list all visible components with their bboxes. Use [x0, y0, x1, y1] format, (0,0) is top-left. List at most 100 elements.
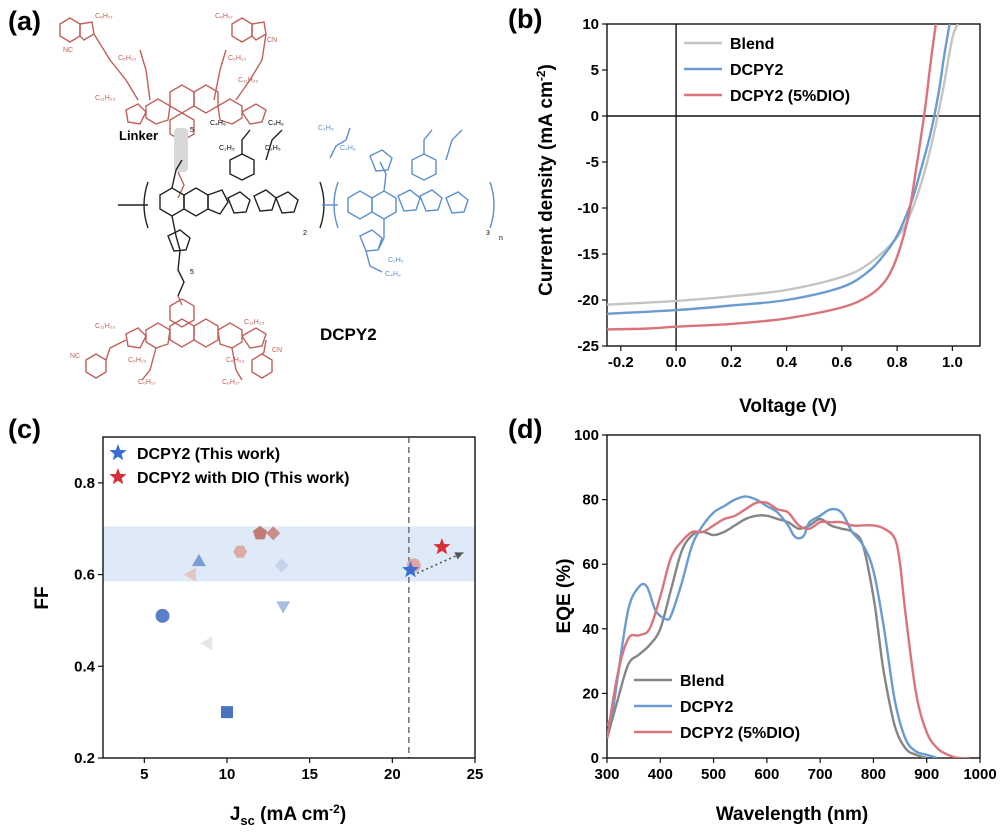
formula-label: C₆H₁₃ [118, 55, 136, 62]
y-tick-label: 0 [591, 108, 599, 125]
data-point-triangle-left [183, 567, 196, 582]
y-tick-label: 0 [591, 750, 599, 767]
series-line-2 [607, 24, 951, 315]
improvement-arrow-line [416, 551, 464, 574]
repeat-count-label: 2 [303, 230, 307, 237]
c-x-axis-title-sup: -2 [329, 802, 340, 816]
improvement-arrow-head [454, 552, 464, 560]
top-acceptor-structure [59, 17, 267, 199]
formula-label: C₂H₅ [318, 125, 334, 132]
linker-highlight [174, 128, 188, 172]
b-x-axis-title: Voltage (V) [739, 396, 837, 417]
linker-label: Linker [119, 128, 158, 143]
x-tick-label: 15 [301, 766, 318, 783]
y-tick-label: 0.6 [74, 567, 95, 584]
b-y-axis-title-close: ) [536, 64, 557, 70]
formula-label: NC [63, 47, 73, 54]
panel-c-label: (c) [8, 414, 41, 444]
backbone-structure [118, 129, 325, 297]
d-y-axis-title: EQE (%) [554, 559, 575, 634]
formula-label: C₁₁H₂₃ [244, 319, 265, 326]
data-point-diamond [274, 558, 289, 573]
legend-label: DCPY2 (5%DIO) [730, 88, 850, 105]
y-tick-label: 0.8 [74, 475, 95, 492]
formula-label: C₂H₅ [388, 257, 404, 264]
repeat-count-label: 3 [486, 230, 490, 237]
y-tick-label: 5 [591, 62, 599, 79]
x-tick-label: 10 [219, 766, 236, 783]
data-point-star [402, 561, 420, 578]
formula-label: C₆H₁₇ [215, 13, 233, 20]
c-y-axis-title: FF [32, 586, 53, 609]
y-tick-label: -20 [577, 292, 599, 309]
formula-label: C₆H₁₇ [95, 13, 113, 20]
panel-d: (d) EQE (%) Wavelength (nm) 300 400 500 600… [508, 414, 997, 825]
formula-label: C₂H₅ [219, 145, 235, 152]
legend-label: DCPY2 [680, 699, 733, 716]
plot-frame [102, 436, 476, 759]
c-x-axis-title-sub: sc [240, 813, 254, 828]
plot-frame [606, 434, 981, 759]
formula-label: CN [267, 37, 277, 44]
d-x-axis-title: Wavelength (nm) [716, 804, 868, 825]
legend-label: DCPY2 (This work) [137, 446, 280, 463]
series-line-2 [607, 495, 938, 758]
formula-label: C₄H₉ [268, 120, 284, 127]
b-y-axis-title-sup: -2 [534, 70, 548, 81]
legend-label: Blend [680, 673, 724, 690]
data-point-circle [155, 608, 170, 623]
y-tick-label: -5 [586, 154, 599, 171]
data-point-star [433, 538, 451, 555]
formula-label: C₂H₅ [265, 145, 281, 152]
y-tick-label: 0.4 [74, 658, 96, 675]
formula-label: C₆H₁₇ [222, 379, 240, 386]
x-tick-label: 0.4 [776, 354, 798, 371]
data-point-diamond [266, 526, 281, 541]
formula-label: C₄H₉ [210, 120, 226, 127]
series-line-3 [607, 500, 970, 758]
b-y-axis-title-main: Current density (mA cm [536, 81, 557, 296]
molecule-name: DCPY2 [320, 325, 377, 344]
repeat-count-label: 5 [190, 269, 194, 276]
x-tick-label: 800 [861, 766, 886, 783]
y-tick-label: -10 [577, 200, 599, 217]
series-line-3 [607, 24, 937, 331]
legend-label: Blend [730, 36, 774, 53]
repeat-count-label: n [499, 235, 503, 242]
y-tick-label: 60 [582, 556, 599, 573]
x-tick-label: 0.8 [887, 354, 908, 371]
x-tick-label: 0.0 [666, 354, 687, 371]
c-x-axis-title: Jsc (mA cm-2) [230, 802, 346, 828]
legend-marker-star [109, 468, 127, 485]
x-tick-label: 0.6 [831, 354, 852, 371]
b-y-axis-title: Current density (mA cm-2) [534, 64, 557, 296]
blue-unit-structure [322, 127, 495, 273]
formula-label: CN [272, 347, 282, 354]
x-tick-label: 1.0 [942, 354, 963, 371]
x-tick-label: 600 [754, 766, 779, 783]
legend-label: DCPY2 [730, 62, 783, 79]
repeat-count-label: 5 [190, 127, 194, 134]
c-x-axis-title-close: ) [340, 804, 346, 825]
panel-a: (a) NC CN C₆H₁₇ C₆H₁₇ C₆H₁₃ C₆H₁₃ C₁₁H₂₃ [8, 6, 503, 386]
x-tick-label: 500 [701, 766, 726, 783]
panel-b: (b) Current density (mA cm-2) Voltage (V… [508, 4, 981, 417]
d-plot-area: 300 400 500 600 700 800 900 1000 0 20 40 60 80 100 Ble… [574, 427, 997, 783]
x-tick-label: 25 [467, 766, 484, 783]
formula-label: C₆H₁₇ [138, 379, 156, 386]
data-point-pentagon [252, 525, 268, 540]
formula-label: C₆H₁₃ [226, 357, 244, 364]
x-tick-label: 20 [384, 766, 401, 783]
formula-label: NC [70, 353, 80, 360]
y-tick-label: 80 [582, 492, 599, 509]
data-point-triangle-down [276, 601, 291, 614]
legend-marker-star [109, 444, 127, 461]
formula-label: C₄H₉ [340, 145, 356, 152]
x-tick-label: -0.2 [608, 354, 634, 371]
x-tick-label: 5 [140, 766, 148, 783]
data-point-triangle-left [200, 636, 213, 651]
data-point-hexagon [233, 545, 248, 558]
x-tick-label: 900 [914, 766, 939, 783]
series-line-1 [607, 514, 928, 758]
